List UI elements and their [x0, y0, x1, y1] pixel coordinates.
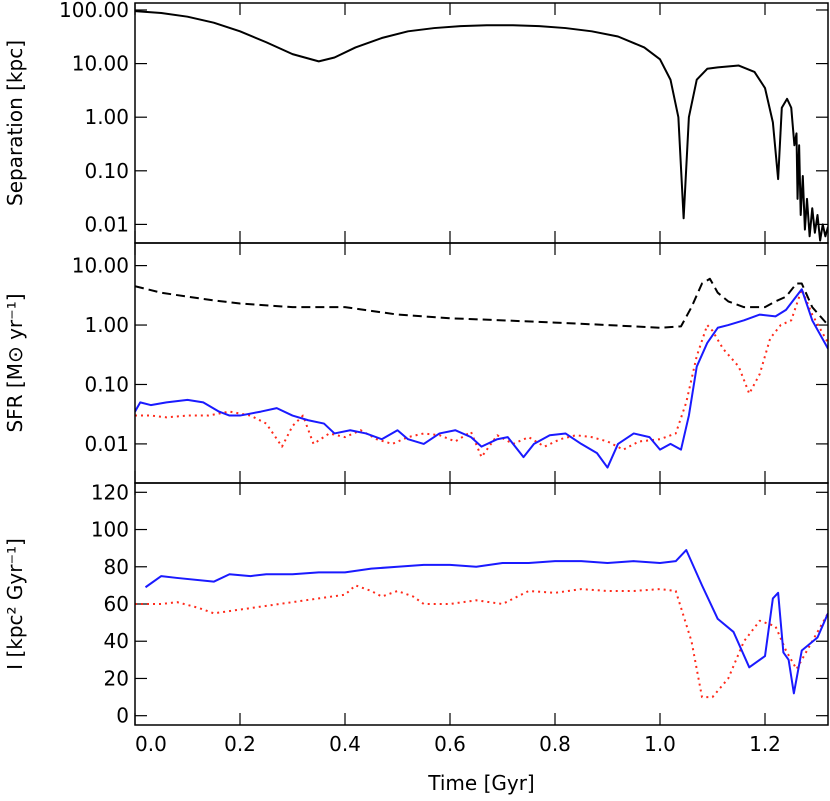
series-group [135, 10, 828, 242]
y-tick-label: 10.00 [72, 254, 129, 278]
x-axis-label: Time [Gyr] [427, 771, 534, 795]
y-tick-label: 20 [104, 666, 129, 690]
series-group [135, 549, 828, 699]
series-group [135, 277, 828, 469]
y-tick-label: 0.01 [84, 212, 129, 236]
data-line [144, 549, 828, 695]
y-axis-label: Separation [kpc] [3, 40, 27, 206]
y-tick-label: 1.00 [84, 313, 129, 337]
data-line [135, 10, 828, 242]
x-tick-label: 1.2 [749, 732, 781, 756]
y-tick-label: 40 [104, 629, 129, 653]
plot-frame [134, 482, 829, 726]
y-tick-label: 100.00 [59, 0, 129, 22]
y-tick-label: 100 [91, 518, 129, 542]
y-tick-label: 0.10 [84, 159, 129, 183]
y-tick-label: 0 [116, 704, 129, 728]
data-line [135, 288, 828, 459]
y-tick-label: 120 [91, 480, 129, 504]
y-tick-label: 0.10 [84, 372, 129, 396]
y-axis-label: SFR [M⊙ yr⁻¹] [3, 293, 27, 432]
data-line [135, 288, 828, 469]
plot-frame [134, 2, 829, 244]
y-tick-label: 60 [104, 592, 129, 616]
x-tick-label: 0.2 [224, 732, 256, 756]
x-tick-label: 0.8 [539, 732, 571, 756]
y-tick-label: 10.00 [72, 52, 129, 76]
y-tick-label: 80 [104, 555, 129, 579]
y-tick-label: 0.01 [84, 432, 129, 456]
x-tick-label: 1.0 [644, 732, 676, 756]
y-tick-label: 1.00 [84, 105, 129, 129]
x-tick-label: 0.4 [329, 732, 361, 756]
x-tick-label: 0.6 [434, 732, 466, 756]
data-line [135, 277, 828, 329]
y-axis-label: I [kpc² Gyr⁻¹] [3, 538, 27, 670]
x-tick-label: 0.0 [135, 732, 167, 756]
data-line [135, 584, 828, 699]
